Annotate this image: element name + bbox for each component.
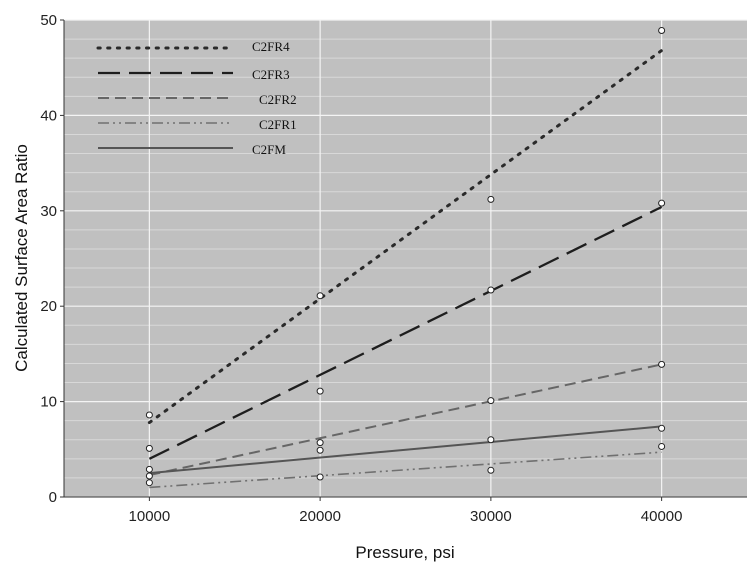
legend: C2FR4 C2FR3 C2FR2 C2FR1 C2FM bbox=[96, 39, 297, 157]
data-point-c2fr4 bbox=[145, 411, 153, 419]
legend-label-c2fr1: C2FR1 bbox=[259, 117, 297, 132]
series-line-c2fr2 bbox=[149, 363, 662, 477]
series-line-c2fr4 bbox=[147, 49, 664, 425]
data-point-c2fr3 bbox=[487, 286, 495, 294]
data-point-c2fm bbox=[658, 424, 666, 432]
x-tick-label: 10000 bbox=[129, 508, 171, 525]
data-point-c2fr2 bbox=[145, 465, 153, 473]
data-point-c2fr1 bbox=[658, 442, 666, 450]
y-tick-labels: 0 10 20 30 40 50 bbox=[40, 12, 57, 506]
data-point-c2fr3 bbox=[145, 444, 153, 452]
y-axis-title: Calculated Surface Area Ratio bbox=[12, 144, 31, 372]
y-tick-label: 40 bbox=[40, 107, 57, 124]
data-point-c2fm bbox=[145, 472, 153, 480]
data-point-c2fr4 bbox=[487, 195, 495, 203]
data-point-c2fr2 bbox=[316, 439, 324, 447]
y-tick-label: 30 bbox=[40, 203, 57, 220]
data-point-c2fr3 bbox=[316, 387, 324, 395]
y-tick-label: 20 bbox=[40, 298, 57, 315]
data-point-c2fr1 bbox=[487, 466, 495, 474]
data-point-c2fr2 bbox=[487, 397, 495, 405]
series-markers bbox=[145, 26, 666, 487]
x-axis-title: Pressure, psi bbox=[355, 543, 454, 562]
axes bbox=[60, 19, 747, 501]
data-point-c2fr2 bbox=[658, 360, 666, 368]
legend-label-c2fm: C2FM bbox=[252, 142, 286, 157]
legend-label-c2fr3: C2FR3 bbox=[252, 67, 290, 82]
data-point-c2fm bbox=[316, 446, 324, 454]
data-point-c2fm bbox=[487, 436, 495, 444]
data-point-c2fr1 bbox=[316, 473, 324, 481]
x-tick-label: 40000 bbox=[641, 508, 683, 525]
y-tick-label: 0 bbox=[49, 489, 57, 506]
series-line-c2fm bbox=[149, 425, 662, 475]
data-point-c2fr1 bbox=[145, 479, 153, 487]
minor-gridlines bbox=[64, 38, 747, 479]
legend-label-c2fr2: C2FR2 bbox=[259, 92, 297, 107]
y-tick-label: 50 bbox=[40, 12, 57, 29]
data-point-c2fr4 bbox=[658, 26, 666, 34]
series-fit-lines bbox=[147, 49, 664, 489]
series-line-c2fr3 bbox=[148, 205, 663, 460]
plot-area-background bbox=[64, 20, 747, 497]
data-point-c2fr4 bbox=[316, 292, 324, 300]
legend-label-c2fr4: C2FR4 bbox=[252, 39, 290, 54]
data-point-c2fr3 bbox=[658, 199, 666, 207]
x-tick-label: 20000 bbox=[299, 508, 341, 525]
x-tick-label: 30000 bbox=[470, 508, 512, 525]
x-tick-labels: 10000 20000 30000 40000 bbox=[129, 508, 683, 525]
series-line-c2fr1 bbox=[149, 451, 662, 489]
y-tick-label: 10 bbox=[40, 394, 57, 411]
